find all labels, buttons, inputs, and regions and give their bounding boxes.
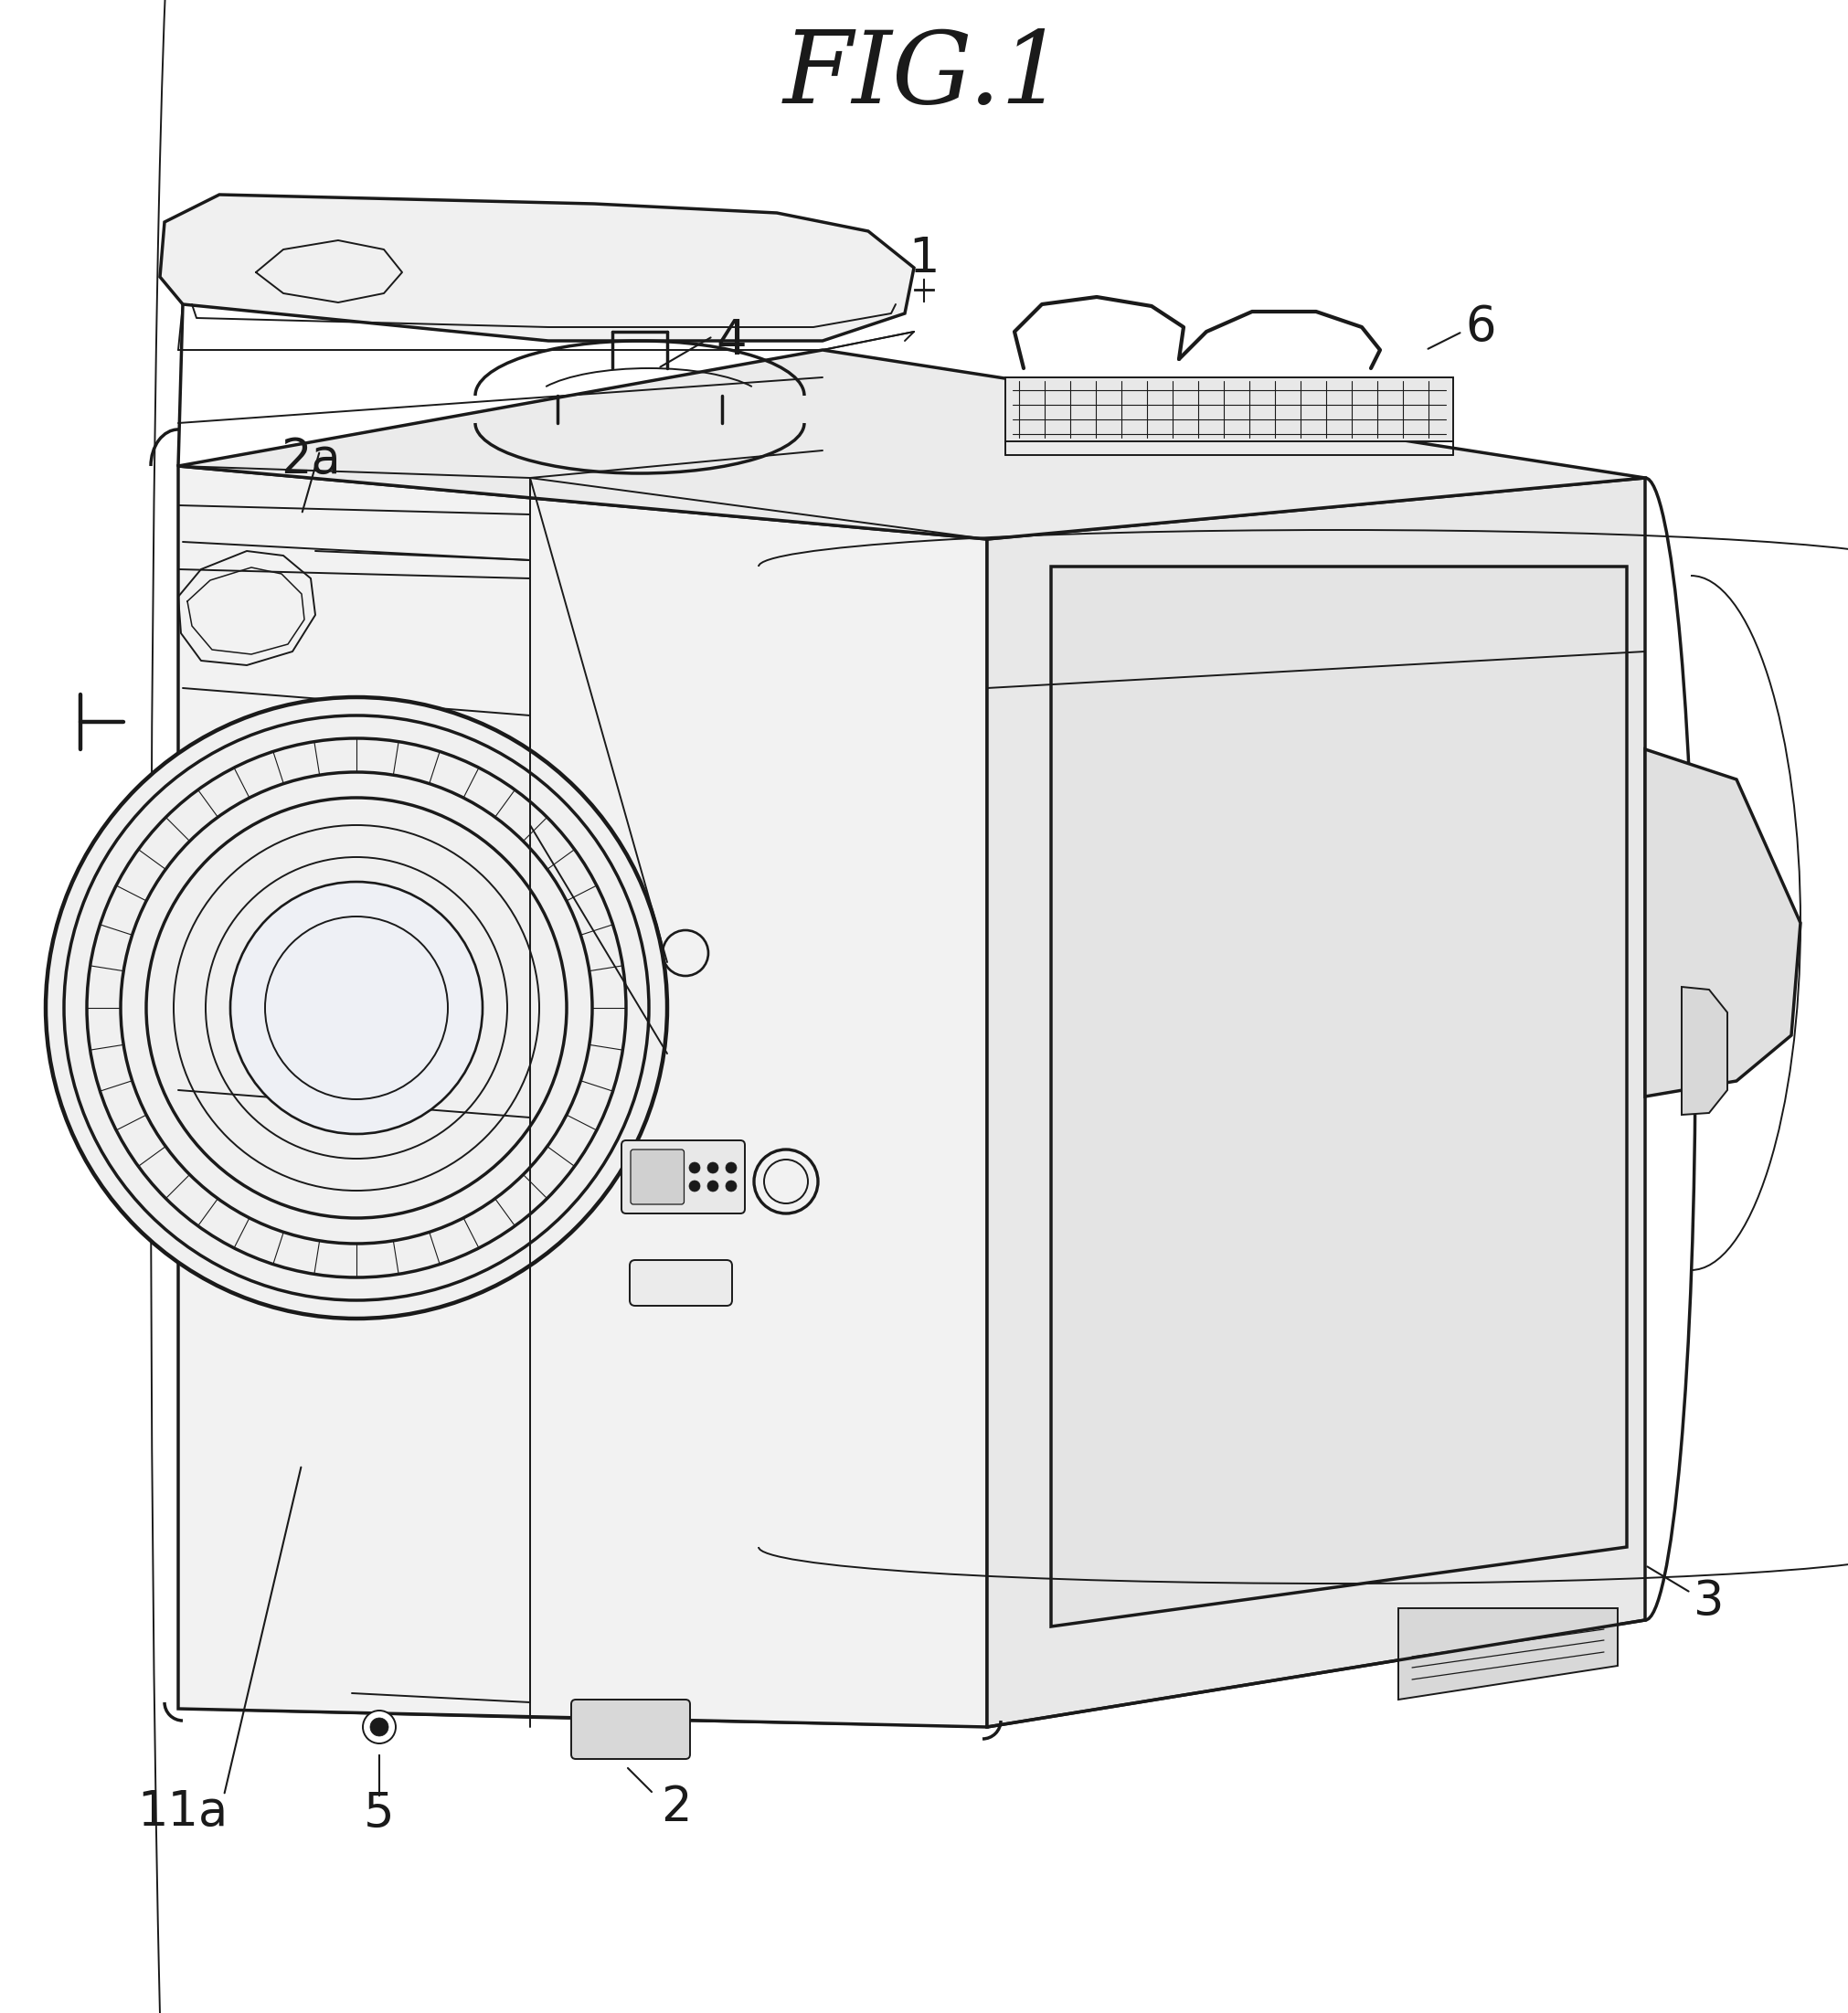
Polygon shape bbox=[1005, 376, 1453, 441]
FancyBboxPatch shape bbox=[630, 1260, 732, 1306]
Circle shape bbox=[726, 1162, 737, 1174]
Circle shape bbox=[689, 1162, 700, 1174]
Text: 5: 5 bbox=[364, 1790, 395, 1838]
Circle shape bbox=[362, 1711, 395, 1743]
Circle shape bbox=[726, 1180, 737, 1192]
Text: 2a: 2a bbox=[281, 437, 340, 483]
Polygon shape bbox=[1682, 986, 1728, 1115]
Polygon shape bbox=[177, 467, 987, 1727]
Text: 4: 4 bbox=[715, 318, 747, 364]
Polygon shape bbox=[1645, 749, 1800, 1097]
Circle shape bbox=[370, 1717, 388, 1735]
Polygon shape bbox=[177, 350, 1645, 539]
Polygon shape bbox=[1399, 1608, 1617, 1699]
FancyBboxPatch shape bbox=[630, 1149, 684, 1204]
Circle shape bbox=[708, 1180, 719, 1192]
Polygon shape bbox=[161, 195, 915, 340]
Circle shape bbox=[689, 1180, 700, 1192]
Text: 6: 6 bbox=[1465, 304, 1497, 350]
FancyBboxPatch shape bbox=[621, 1141, 745, 1214]
Text: FIG.1: FIG.1 bbox=[784, 26, 1064, 125]
Text: 2: 2 bbox=[662, 1784, 691, 1832]
Polygon shape bbox=[987, 477, 1645, 1727]
Polygon shape bbox=[1052, 566, 1626, 1627]
Text: 1: 1 bbox=[909, 236, 939, 282]
Circle shape bbox=[708, 1162, 719, 1174]
Text: 3: 3 bbox=[1695, 1578, 1724, 1627]
Circle shape bbox=[231, 882, 482, 1133]
FancyBboxPatch shape bbox=[571, 1699, 689, 1759]
Text: 11a: 11a bbox=[137, 1788, 227, 1836]
Circle shape bbox=[46, 696, 667, 1319]
